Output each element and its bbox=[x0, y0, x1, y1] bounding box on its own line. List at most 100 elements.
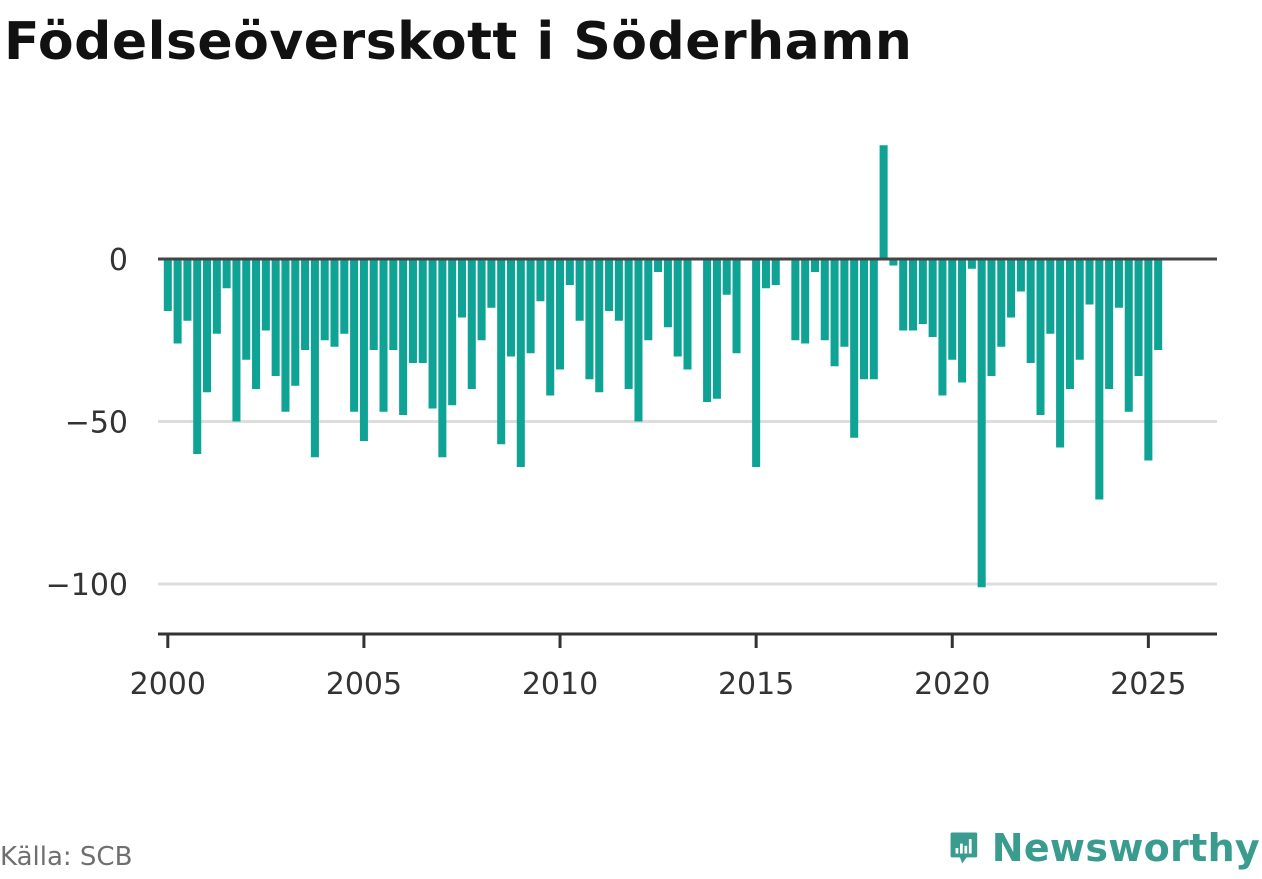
bar bbox=[428, 259, 437, 409]
bar bbox=[536, 259, 545, 302]
bar bbox=[859, 259, 869, 380]
bar bbox=[1016, 259, 1025, 292]
bar bbox=[644, 259, 653, 341]
bar bbox=[546, 259, 555, 396]
bar bbox=[869, 259, 878, 380]
chart-title: Födelseöverskott i Söderhamn bbox=[4, 12, 913, 72]
bar bbox=[310, 259, 319, 458]
x-tick-label: 2020 bbox=[914, 667, 990, 702]
y-axis-tick-labels: 0 −50 −100 bbox=[46, 243, 128, 603]
bar bbox=[634, 259, 643, 422]
bar bbox=[163, 259, 172, 311]
bar bbox=[438, 259, 447, 458]
bar bbox=[575, 259, 584, 321]
bar bbox=[252, 259, 261, 389]
bar bbox=[506, 259, 516, 357]
bar bbox=[193, 259, 202, 454]
brand: Newsworthy bbox=[950, 818, 1260, 878]
bar bbox=[830, 259, 839, 367]
bar bbox=[516, 259, 525, 467]
bar bbox=[320, 259, 329, 341]
bar bbox=[624, 259, 633, 389]
bar bbox=[683, 259, 692, 370]
bar bbox=[261, 259, 270, 331]
bar bbox=[1007, 259, 1016, 318]
bar bbox=[879, 145, 888, 259]
bar bbox=[899, 259, 908, 331]
bar bbox=[183, 259, 192, 321]
bar bbox=[801, 259, 810, 344]
bar bbox=[448, 259, 457, 406]
bar bbox=[840, 259, 849, 347]
bar bbox=[761, 259, 770, 289]
x-axis bbox=[158, 632, 1217, 648]
bar bbox=[477, 259, 486, 341]
bar-chart-speech-bubble-icon bbox=[950, 832, 978, 864]
bar bbox=[173, 259, 182, 344]
bar bbox=[820, 259, 829, 341]
x-axis-tick-labels: 2000 2005 2010 2015 2020 2025 bbox=[130, 667, 1187, 702]
y-tick-label: −50 bbox=[65, 406, 128, 441]
bar bbox=[418, 259, 427, 363]
bar bbox=[232, 259, 241, 422]
bar bbox=[281, 259, 290, 412]
bar bbox=[948, 259, 957, 360]
bar bbox=[712, 259, 721, 399]
bars bbox=[163, 145, 1163, 588]
bar bbox=[663, 259, 672, 328]
bar bbox=[791, 259, 800, 341]
bar bbox=[722, 259, 731, 295]
bar bbox=[1144, 259, 1153, 461]
x-tick-label: 2000 bbox=[130, 667, 206, 702]
bar bbox=[585, 259, 594, 380]
bar bbox=[487, 259, 496, 308]
x-tick-label: 2015 bbox=[718, 667, 794, 702]
x-tick-label: 2010 bbox=[522, 667, 598, 702]
bar bbox=[752, 259, 761, 467]
bar bbox=[203, 259, 212, 393]
y-tick-label: −100 bbox=[46, 568, 128, 603]
bar bbox=[1114, 259, 1123, 308]
bar bbox=[1026, 259, 1035, 363]
bar bbox=[977, 259, 986, 588]
bar bbox=[850, 259, 859, 438]
bar bbox=[1095, 259, 1104, 500]
bar bbox=[732, 259, 741, 354]
bar bbox=[556, 259, 565, 370]
bar bbox=[997, 259, 1006, 347]
bar bbox=[457, 259, 466, 318]
bar bbox=[212, 259, 221, 334]
bar bbox=[340, 259, 349, 334]
bar bbox=[909, 259, 918, 331]
bar bbox=[467, 259, 476, 389]
bar bbox=[810, 259, 819, 272]
grid-lines bbox=[158, 420, 1217, 586]
bar bbox=[350, 259, 359, 412]
bar bbox=[408, 259, 417, 363]
bar bbox=[1065, 259, 1074, 389]
y-tick-label: 0 bbox=[109, 243, 128, 278]
bar bbox=[938, 259, 947, 396]
bar bbox=[918, 259, 927, 324]
bar bbox=[928, 259, 937, 337]
bar bbox=[703, 259, 712, 402]
bar bbox=[595, 259, 604, 393]
bar bbox=[654, 259, 663, 272]
bar bbox=[359, 259, 368, 441]
bar bbox=[1105, 259, 1114, 389]
x-tick-label: 2005 bbox=[326, 667, 402, 702]
bar bbox=[614, 259, 623, 321]
bar bbox=[673, 259, 682, 357]
bar bbox=[987, 259, 996, 376]
source-note: Källa: SCB bbox=[0, 842, 133, 872]
bar bbox=[1036, 259, 1045, 415]
bar bbox=[1134, 259, 1143, 376]
bar bbox=[1056, 259, 1065, 448]
bar bbox=[497, 259, 506, 445]
bar bbox=[242, 259, 251, 360]
bar bbox=[771, 259, 780, 285]
bar bbox=[291, 259, 300, 386]
bar bbox=[379, 259, 388, 412]
bar bbox=[330, 259, 339, 347]
